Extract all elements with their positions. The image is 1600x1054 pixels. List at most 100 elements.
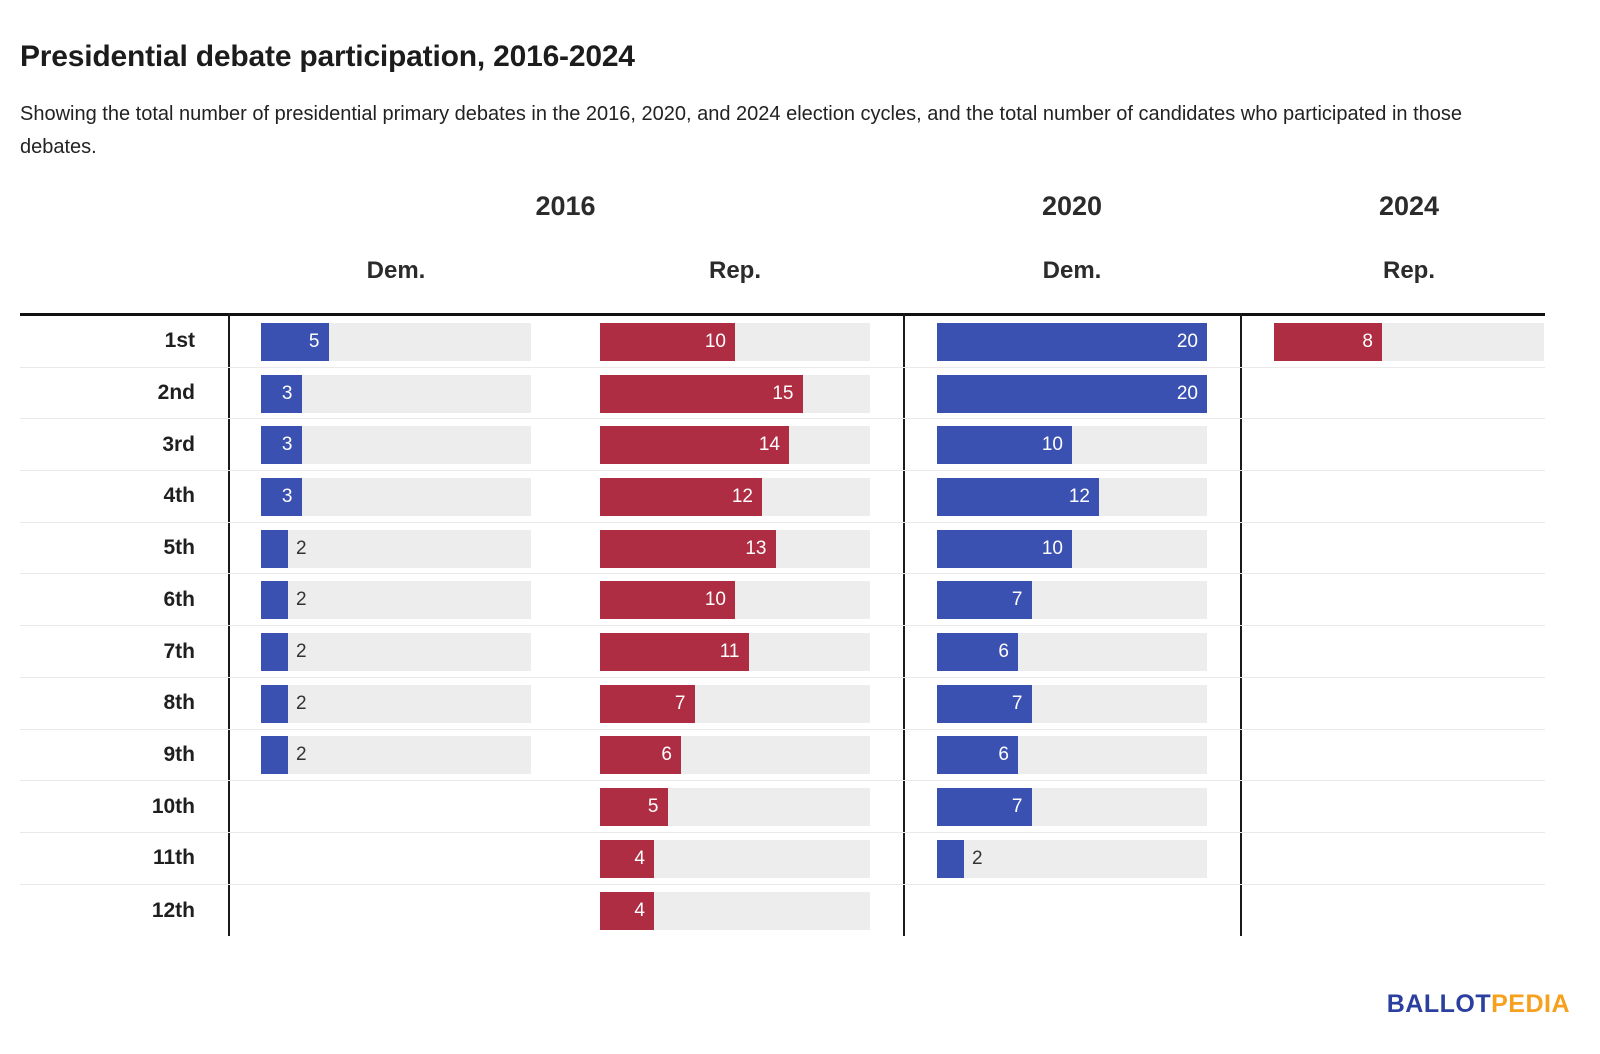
bar-2020-dem--1st: 20 <box>937 322 1207 361</box>
row-label-10th: 10th <box>151 794 195 818</box>
bar-track-2020-dem--2nd: 20 <box>937 374 1207 413</box>
bar-value-label: 2 <box>296 744 307 766</box>
bar-track-2020-dem--6th: 7 <box>937 581 1207 620</box>
bar-track-2020-dem--10th: 7 <box>937 788 1207 827</box>
bar-value-label: 12 <box>1068 485 1090 507</box>
bar-track-2020-dem--7th: 6 <box>937 633 1207 672</box>
row-label-5th: 5th <box>163 536 196 560</box>
bar-2020-dem--2nd: 20 <box>937 374 1207 413</box>
bar-track-2016-rep--9th: 6 <box>600 736 870 775</box>
bar-track-2016-rep--4th: 12 <box>600 477 870 516</box>
column-separator-line-1 <box>228 313 230 936</box>
chart-row-9th: 9th 2 6 6 <box>20 730 1545 782</box>
bar-track-2016-dem--6th: 2 <box>261 581 531 620</box>
bar-2016-dem--1st: 5 <box>261 322 329 361</box>
row-label-3rd: 3rd <box>162 432 195 456</box>
bar-2016-rep--7th: 11 <box>600 633 749 672</box>
bar-value-label: 4 <box>634 847 645 869</box>
row-label-9th: 9th <box>163 742 196 766</box>
bar-2016-dem--4th: 3 <box>261 477 302 516</box>
bar-track-2016-dem--5th: 2 <box>261 529 531 568</box>
debate-participation-chart: 2016 Dem. Rep. 2020 Dem. 2024 Rep. 1st 5 10 20 8 2nd… <box>20 185 1545 947</box>
bar-value-label: 20 <box>1176 330 1198 352</box>
party-header-2016-rep: Rep. <box>708 257 761 284</box>
bar-2016-rep--3rd: 14 <box>600 426 789 465</box>
bar-2016-rep--2nd: 15 <box>600 374 803 413</box>
bar-track-2020-dem--3rd: 10 <box>937 426 1207 465</box>
bar-value-label: 5 <box>647 796 659 818</box>
column-separator-line-3 <box>1240 313 1242 936</box>
bar-value-label: 6 <box>661 744 672 766</box>
bar-value-label: 10 <box>1041 434 1063 456</box>
bar-value-label: 2 <box>972 847 983 869</box>
chart-row-1st: 1st 5 10 20 8 <box>20 316 1545 368</box>
row-label-2nd: 2nd <box>157 381 195 405</box>
ballotpedia-logo: BALLOTPEDIA <box>1387 990 1570 1019</box>
row-label-7th: 7th <box>163 639 196 663</box>
bar-2020-dem--4th: 12 <box>937 477 1099 516</box>
column-separator-line-2 <box>903 313 905 936</box>
bar-value-label: 2 <box>296 692 307 714</box>
bar-2020-dem--11th <box>937 839 964 878</box>
bar-value-label: 11 <box>719 641 740 663</box>
bar-2016-rep--8th: 7 <box>600 684 695 723</box>
bar-2016-dem--8th <box>261 684 288 723</box>
bar-2016-dem--9th <box>261 736 288 775</box>
bar-value-label: 7 <box>1011 796 1023 818</box>
party-header-2024-rep: Rep. <box>1382 257 1435 284</box>
row-label-6th: 6th <box>163 587 196 611</box>
bar-2020-dem--6th: 7 <box>937 581 1032 620</box>
bar-value-label: 13 <box>745 537 767 559</box>
bar-track-2016-dem--1st: 5 <box>261 322 531 361</box>
chart-row-2nd: 2nd 3 15 20 <box>20 368 1545 420</box>
bar-value-label: 6 <box>998 641 1009 663</box>
page-title: Presidential debate participation, 2016-… <box>20 40 635 74</box>
bar-track-2020-dem--11th: 2 <box>937 839 1207 878</box>
bar-2016-dem--3rd: 3 <box>261 426 302 465</box>
year-header-2024: 2024 <box>1378 191 1440 221</box>
bar-2020-dem--9th: 6 <box>937 736 1018 775</box>
bar-2016-rep--5th: 13 <box>600 529 776 568</box>
bar-2016-rep--10th: 5 <box>600 788 668 827</box>
bar-value-label: 2 <box>296 641 307 663</box>
chart-row-10th: 10th 5 7 <box>20 781 1545 833</box>
bar-track-2020-dem--1st: 20 <box>937 322 1207 361</box>
bar-track-2016-rep--6th: 10 <box>600 581 870 620</box>
bar-value-label: 7 <box>674 692 686 714</box>
bar-2016-rep--12th: 4 <box>600 891 654 930</box>
bar-value-label: 10 <box>704 330 726 352</box>
bar-2020-dem--10th: 7 <box>937 788 1032 827</box>
chart-row-5th: 5th 2 13 10 <box>20 523 1545 575</box>
chart-row-11th: 11th 4 2 <box>20 833 1545 885</box>
bar-track-2016-dem--4th: 3 <box>261 477 531 516</box>
bar-2016-rep--1st: 10 <box>600 322 735 361</box>
bar-2024-rep--1st: 8 <box>1274 322 1382 361</box>
bar-value-label: 15 <box>772 382 794 404</box>
bar-2016-rep--6th: 10 <box>600 581 735 620</box>
bar-2016-rep--11th: 4 <box>600 839 654 878</box>
bar-track-2024-rep--1st: 8 <box>1274 322 1544 361</box>
bar-value-label: 7 <box>1011 692 1023 714</box>
bar-2020-dem--5th: 10 <box>937 529 1072 568</box>
row-label-1st: 1st <box>164 329 195 353</box>
bar-track-2016-dem--2nd: 3 <box>261 374 531 413</box>
year-header-2016: 2016 <box>535 191 596 221</box>
chart-row-3rd: 3rd 3 14 10 <box>20 419 1545 472</box>
bar-value-label: 10 <box>704 589 726 611</box>
bar-track-2016-rep--10th: 5 <box>600 788 870 827</box>
bar-value-label: 7 <box>1011 589 1023 611</box>
bar-value-label: 12 <box>731 485 753 507</box>
bar-track-2016-dem--7th: 2 <box>261 633 531 672</box>
logo-text-pedia: PEDIA <box>1491 990 1570 1018</box>
bar-value-label: 10 <box>1041 537 1063 559</box>
bar-track-2016-rep--1st: 10 <box>600 322 870 361</box>
bar-value-label: 8 <box>1362 330 1373 352</box>
bar-track-2016-rep--3rd: 14 <box>600 426 870 465</box>
bar-value-label: 2 <box>296 589 307 611</box>
logo-text-ballot: BALLOT <box>1386 990 1492 1018</box>
row-label-12th: 12th <box>151 898 195 922</box>
chart-row-7th: 7th 2 11 6 <box>20 626 1545 678</box>
bar-track-2016-rep--11th: 4 <box>600 839 870 878</box>
bar-track-2020-dem--9th: 6 <box>937 736 1207 775</box>
bar-track-2020-dem--5th: 10 <box>937 529 1207 568</box>
